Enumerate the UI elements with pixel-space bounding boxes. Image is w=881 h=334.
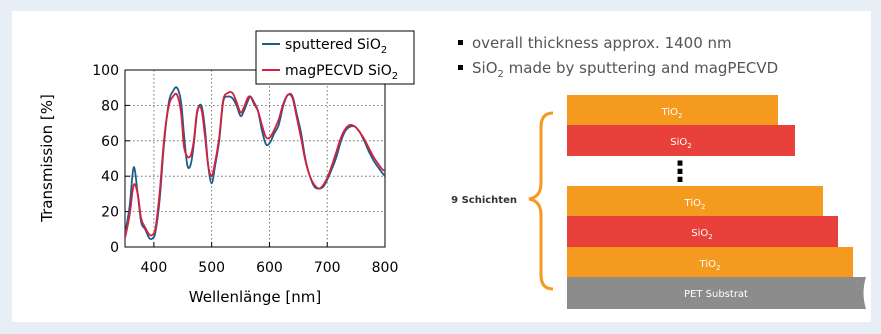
y-tick-label: 100 xyxy=(92,63,119,79)
y-tick-label: 60 xyxy=(101,134,119,150)
layer-sio2 xyxy=(567,125,795,156)
layer-label: TiO2 xyxy=(661,107,683,120)
legend-label-magpecvd: magPECVD SiO2 xyxy=(285,63,398,82)
x-tick-label: 400 xyxy=(141,260,168,276)
bullet-list: overall thickness approx. 1400 nm SiO2 m… xyxy=(458,34,778,80)
y-tick-label: 20 xyxy=(101,205,119,221)
bullet-item: overall thickness approx. 1400 nm xyxy=(472,34,732,52)
layer-label: SiO2 xyxy=(691,228,712,241)
layer-label: SiO2 xyxy=(670,137,691,150)
x-tick-label: 800 xyxy=(372,260,399,276)
series-line-magpecvd xyxy=(125,91,385,239)
layer-stack: 9 Schichten TiO2 SiO2 ⋮ TiO2 SiO2 TiO2 P… xyxy=(451,95,866,309)
plot-frame xyxy=(124,69,386,248)
group-brace xyxy=(528,111,554,291)
x-tick-label: 700 xyxy=(314,260,341,276)
substrate-label: PET Substrat xyxy=(684,289,748,300)
chart-legend: sputtered SiO2 magPECVD SiO2 xyxy=(255,30,415,85)
group-label: 9 Schichten xyxy=(451,195,517,206)
bullet-marker xyxy=(458,65,463,70)
series-line-sputtered xyxy=(125,86,385,241)
layer-label: TiO2 xyxy=(699,259,721,272)
layer-label: TiO2 xyxy=(684,198,706,211)
layer-tio2 xyxy=(567,247,853,277)
continuation-dots: ⋮ xyxy=(666,155,694,188)
y-tick-label: 40 xyxy=(101,169,119,185)
y-tick-label: 80 xyxy=(101,98,119,114)
layer-tio2 xyxy=(567,95,778,125)
layer-tio2 xyxy=(567,186,823,216)
substrate-layer xyxy=(567,277,866,309)
layer-sio2 xyxy=(567,216,838,247)
bullet-item: SiO2 made by sputtering and magPECVD xyxy=(472,59,778,80)
y-axis-label: Transmission [%] xyxy=(38,94,56,223)
x-tick-label: 600 xyxy=(256,260,283,276)
x-axis-label: Wellenlänge [nm] xyxy=(189,288,321,306)
y-tick-label: 0 xyxy=(110,240,119,256)
legend-label-sputtered: sputtered SiO2 xyxy=(285,37,387,56)
x-tick-label: 500 xyxy=(198,260,225,276)
bullet-marker xyxy=(458,40,463,45)
